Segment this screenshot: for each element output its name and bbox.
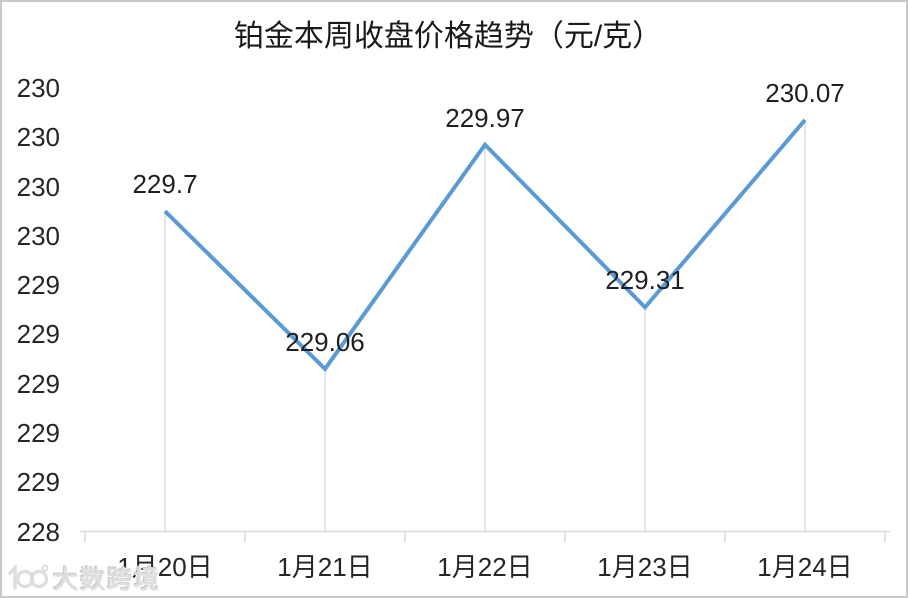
x-axis-tick-label: 1月22日 [437, 552, 533, 582]
y-axis-tick-label: 230 [16, 122, 60, 153]
y-axis-tick-label: 228 [16, 516, 60, 547]
x-axis-tick-label: 1月20日 [117, 552, 213, 582]
y-axis-tick-label: 230 [16, 171, 60, 202]
x-axis-tick-label: 1月23日 [597, 552, 693, 582]
y-axis-tick-label: 229 [16, 417, 60, 448]
y-axis-tick-label: 229 [16, 270, 60, 301]
x-axis-tick-label: 1月24日 [757, 552, 853, 582]
data-point-label: 229.7 [132, 169, 198, 200]
data-point-label: 229.97 [445, 102, 525, 133]
x-axis-tick-label: 1月21日 [277, 552, 373, 582]
data-point-label: 229.31 [605, 265, 685, 296]
y-axis-tick-label: 230 [16, 73, 60, 103]
y-axis-tick-label: 230 [16, 220, 60, 251]
data-point-label: 229.06 [285, 326, 365, 357]
series-line [163, 118, 807, 372]
y-axis-tick-label: 229 [16, 368, 60, 399]
chart-title: 铂金本周收盘价格趋势（元/克） [233, 20, 663, 53]
y-axis-tick-label: 229 [16, 467, 60, 498]
y-axis-tick-label: 229 [16, 319, 60, 350]
data-point-label: 230.07 [765, 78, 845, 108]
